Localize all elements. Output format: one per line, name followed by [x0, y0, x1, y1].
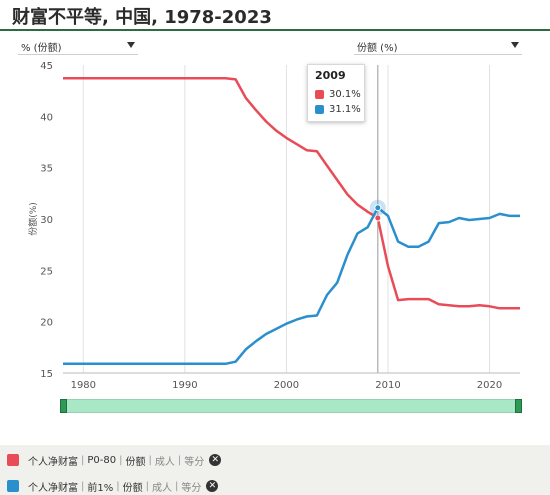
legend-percentile: P0-80: [87, 454, 117, 466]
series-line-1: [63, 206, 520, 366]
x-tick-label: 2020: [477, 380, 502, 391]
hover-point-1: [374, 204, 382, 212]
chart-title: 财富不平等, 中国, 1978-2023: [12, 7, 272, 28]
tooltip-row-top1: 31.1%: [315, 104, 361, 115]
chevron-down-icon: [127, 42, 135, 48]
time-range-slider[interactable]: [60, 399, 522, 413]
tooltip-row-p0-80: 30.1%: [315, 89, 361, 100]
legend-population: 成人: [152, 482, 172, 494]
y-axis-label: 份额(%): [27, 202, 39, 236]
tooltip-year: 2009: [315, 69, 346, 82]
legend-percentile: 前1%: [87, 482, 114, 494]
legend-measure: 份额: [125, 456, 146, 468]
legend-split: 等分: [181, 482, 202, 494]
tooltip-swatch-red: [315, 90, 324, 99]
y-tick-label: 15: [40, 369, 53, 380]
range-handle-start[interactable]: [60, 399, 67, 413]
close-icon[interactable]: ✕: [209, 454, 222, 466]
tooltip-value-top1: 31.1%: [329, 104, 361, 115]
legend-label: 个人净财富: [28, 456, 78, 468]
x-tick-label: 1980: [71, 380, 96, 391]
y-tick-label: 25: [40, 266, 53, 277]
x-tick-label: 1990: [172, 380, 197, 391]
measure-dropdown-label: 份额 (%): [357, 43, 398, 54]
legend-label: 个人净财富: [28, 482, 78, 494]
title-divider: [0, 29, 550, 31]
y-tick-label: 35: [40, 164, 53, 175]
close-icon[interactable]: ✕: [206, 480, 219, 492]
hover-point-0: [374, 214, 382, 222]
tooltip-swatch-blue: [315, 105, 324, 114]
line-chart[interactable]: 1980 1990 2000 2010 2020 15 20 25 30 35 40 45 份额(%): [0, 55, 550, 395]
legend-item-p0-80[interactable]: 个人净财富 | P0-80 | 份额 | 成人 | 等分 ✕: [7, 451, 222, 469]
legend-swatch-blue: [7, 480, 19, 492]
y-tick-label: 30: [40, 215, 53, 226]
chevron-down-icon: [511, 42, 519, 48]
x-tick-label: 2000: [274, 380, 299, 391]
tooltip-value-p0-80: 30.1%: [329, 89, 361, 100]
y-tick-label: 40: [40, 112, 53, 123]
range-handle-end[interactable]: [515, 399, 522, 413]
unit-dropdown-label: % (份额): [21, 43, 62, 54]
legend-population: 成人: [154, 456, 175, 468]
data-tooltip: 2009 30.1% 31.1%: [307, 64, 365, 122]
x-tick-label: 2010: [375, 380, 400, 391]
legend-item-top1[interactable]: 个人净财富 | 前1% | 份额 | 成人 | 等分 ✕: [7, 477, 219, 495]
measure-dropdown[interactable]: 份额 (%): [354, 37, 522, 55]
unit-dropdown[interactable]: % (份额): [18, 37, 138, 55]
legend-measure: 份额: [122, 482, 143, 494]
legend-panel: [0, 445, 550, 495]
y-tick-label: 20: [40, 318, 53, 329]
legend-split: 等分: [184, 456, 205, 468]
legend-swatch-red: [7, 454, 19, 466]
series-line-0: [63, 77, 520, 310]
y-tick-label: 45: [40, 61, 53, 72]
